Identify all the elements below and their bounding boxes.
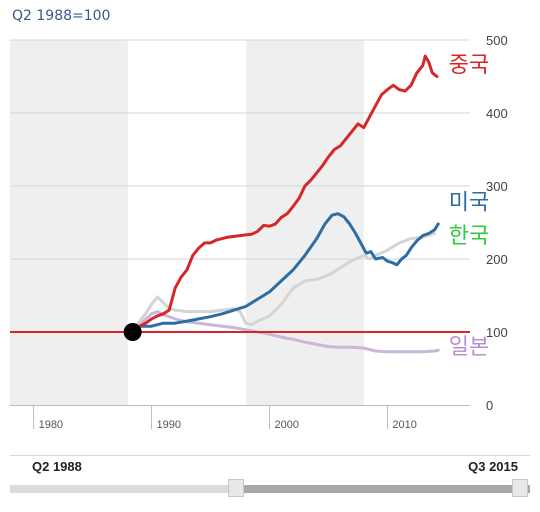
series-label: 중국 [449,53,489,78]
range-divider [10,455,530,456]
y-tick-label: 0 [486,398,493,413]
series-label: 미국 [449,190,489,215]
base-label: Q2 1988=100 [12,8,111,24]
range-start-handle[interactable] [228,479,245,497]
base-point [123,323,142,341]
series-line [131,310,440,354]
y-tick-label: 500 [486,33,508,48]
series-label: 일본 [449,335,489,360]
y-tick-label: 100 [486,325,508,340]
range-start-label: Q2 1988 [32,459,82,474]
y-tick-label: 300 [486,179,508,194]
x-tick-label: 1980 [39,419,63,431]
series-line [131,212,440,334]
decade-band [245,40,364,405]
decade-band [10,40,128,405]
x-tick-label: 2010 [392,419,416,431]
series-line [131,54,439,334]
range-track-selected [236,485,530,493]
y-tick-label: 400 [486,106,508,121]
x-tick-label: 2000 [274,419,298,431]
range-slider[interactable]: Q2 1988 Q3 2015 [0,455,540,512]
range-end-label: Q3 2015 [468,459,518,474]
x-tick-label: 1990 [157,419,181,431]
range-end-handle[interactable] [512,479,528,497]
series-label: 한국 [449,224,489,249]
y-tick-label: 200 [486,252,508,267]
